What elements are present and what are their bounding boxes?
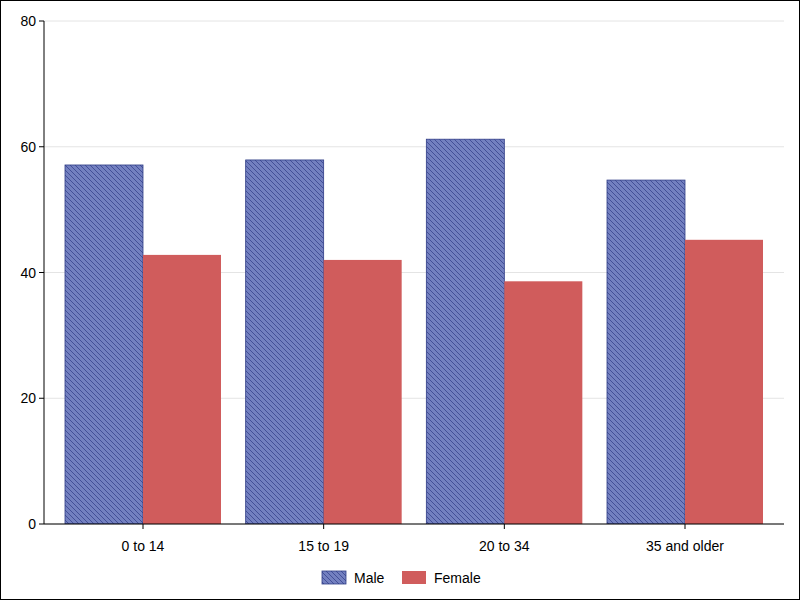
bar (685, 240, 763, 524)
bar (607, 180, 685, 524)
x-tick (504, 524, 505, 529)
y-tick-label: 40 (20, 265, 36, 281)
y-tick (39, 398, 44, 399)
grid-line (44, 146, 784, 147)
bar (426, 139, 504, 524)
legend: Male Female (322, 570, 481, 586)
y-axis (44, 21, 45, 524)
x-axis (44, 524, 784, 525)
x-tick-label: 20 to 34 (479, 538, 530, 554)
legend-swatch (402, 571, 426, 584)
bar (246, 160, 324, 524)
y-tick-label: 20 (20, 390, 36, 406)
y-tick-label: 0 (28, 516, 36, 532)
x-tick-label: 35 and older (646, 538, 724, 554)
x-tick (685, 524, 686, 529)
y-tick (39, 21, 44, 22)
y-tick-label: 60 (20, 139, 36, 155)
y-tick-label: 80 (20, 13, 36, 29)
x-tick (323, 524, 324, 529)
frame (1, 1, 800, 600)
bar (324, 260, 402, 524)
x-tick-label: 15 to 19 (298, 538, 349, 554)
x-tick (143, 524, 144, 529)
legend-label: Male (354, 570, 385, 586)
y-tick (39, 272, 44, 273)
legend-swatch (322, 571, 346, 584)
grid-line (44, 21, 784, 22)
grid-line (44, 524, 784, 525)
chart: 0 20 40 60 80 0 to 14 15 to 19 20 to 34 35 and o… (0, 0, 800, 600)
legend-label: Female (434, 570, 481, 586)
x-tick-label: 0 to 14 (122, 538, 165, 554)
y-tick (39, 146, 44, 147)
bar (65, 165, 143, 524)
bar (143, 255, 221, 524)
y-tick (39, 524, 44, 525)
bar (504, 281, 582, 524)
bars (65, 139, 763, 524)
